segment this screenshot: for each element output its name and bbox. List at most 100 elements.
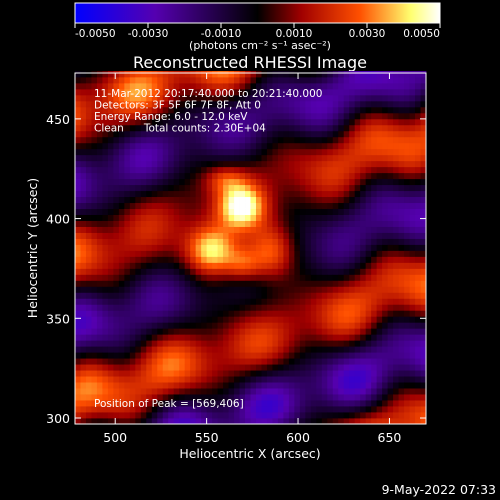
heatmap-cell bbox=[338, 190, 345, 198]
heatmap-cell bbox=[321, 232, 328, 239]
heatmap-cell bbox=[75, 406, 81, 413]
heatmap-cell bbox=[305, 190, 312, 198]
heatmap-cell bbox=[102, 166, 109, 174]
heatmap-cell bbox=[85, 304, 92, 311]
heatmap-cell bbox=[288, 286, 295, 293]
heatmap-cell bbox=[157, 136, 164, 144]
heatmap-cell bbox=[135, 106, 142, 114]
heatmap-cell bbox=[294, 400, 301, 407]
heatmap-cell bbox=[321, 190, 328, 198]
heatmap-cell bbox=[288, 190, 295, 198]
heatmap-cell bbox=[91, 322, 98, 329]
heatmap-cell bbox=[398, 196, 405, 204]
heatmap-cell bbox=[316, 184, 323, 192]
heatmap-cell bbox=[80, 106, 87, 114]
heatmap-cell bbox=[360, 178, 367, 186]
heatmap-cell bbox=[250, 394, 257, 401]
heatmap-cell bbox=[294, 214, 301, 221]
heatmap-cell bbox=[124, 202, 131, 210]
heatmap-cell bbox=[168, 418, 175, 425]
heatmap-cell bbox=[228, 136, 235, 144]
heatmap-cell bbox=[245, 412, 251, 419]
heatmap-cell bbox=[118, 142, 125, 150]
heatmap-cell bbox=[223, 394, 229, 401]
heatmap-cell bbox=[404, 214, 410, 221]
heatmap-cell bbox=[96, 88, 103, 96]
heatmap-cell bbox=[316, 352, 323, 359]
heatmap-cell bbox=[376, 178, 383, 186]
heatmap-cell bbox=[217, 172, 224, 180]
heatmap-cell bbox=[409, 148, 416, 156]
heatmap-cell bbox=[327, 172, 334, 180]
heatmap-cell bbox=[168, 328, 175, 335]
heatmap-cell bbox=[124, 160, 131, 168]
heatmap-cell bbox=[212, 71, 218, 78]
heatmap-cell bbox=[223, 244, 229, 251]
heatmap-cell bbox=[332, 106, 339, 114]
heatmap-cell bbox=[228, 388, 235, 395]
heatmap-cell bbox=[184, 322, 191, 329]
heatmap-cell bbox=[327, 322, 334, 329]
heatmap-cell bbox=[96, 286, 103, 293]
heatmap-cell bbox=[365, 112, 372, 120]
heatmap-cell bbox=[404, 202, 410, 210]
heatmap-cell bbox=[129, 382, 136, 389]
heatmap-cell bbox=[223, 118, 229, 126]
heatmap-cell bbox=[113, 190, 120, 198]
heatmap-cell bbox=[91, 250, 98, 257]
heatmap-cell bbox=[102, 112, 109, 120]
heatmap-cell bbox=[206, 286, 213, 293]
heatmap-cell bbox=[234, 322, 240, 329]
heatmap-cell bbox=[91, 352, 98, 359]
heatmap-cell bbox=[146, 382, 153, 389]
heatmap-cell bbox=[129, 328, 136, 335]
heatmap-cell bbox=[179, 370, 186, 377]
heatmap-cell bbox=[239, 370, 246, 377]
heatmap-cell bbox=[228, 202, 235, 210]
heatmap-cell bbox=[349, 106, 356, 114]
heatmap-cell bbox=[184, 358, 191, 365]
heatmap-cell bbox=[179, 298, 186, 305]
heatmap-cell bbox=[387, 238, 394, 245]
heatmap-cell bbox=[239, 232, 246, 239]
heatmap-cell bbox=[80, 328, 87, 335]
heatmap-cell bbox=[266, 400, 273, 407]
heatmap-cell bbox=[245, 418, 251, 425]
heatmap-cell bbox=[80, 232, 87, 239]
heatmap-cell bbox=[338, 316, 345, 323]
heatmap-cell bbox=[310, 412, 317, 419]
heatmap-cell bbox=[398, 178, 405, 186]
heatmap-cell bbox=[277, 298, 284, 305]
heatmap-cell bbox=[151, 238, 158, 245]
heatmap-cell bbox=[382, 172, 389, 180]
heatmap-cell bbox=[195, 160, 202, 168]
heatmap-cell bbox=[404, 130, 410, 138]
heatmap-cell bbox=[80, 71, 87, 78]
heatmap-cell bbox=[113, 346, 120, 353]
heatmap-cell bbox=[118, 76, 125, 84]
heatmap-cell bbox=[239, 358, 246, 365]
heatmap-cell bbox=[398, 82, 405, 90]
heatmap-cell bbox=[135, 280, 142, 287]
heatmap-cell bbox=[245, 232, 251, 239]
heatmap-cell bbox=[420, 196, 427, 204]
heatmap-cell bbox=[250, 364, 257, 371]
heatmap-cell bbox=[250, 130, 257, 138]
heatmap-cell bbox=[277, 76, 284, 84]
heatmap-cell bbox=[343, 364, 350, 371]
heatmap-cell bbox=[261, 76, 268, 84]
heatmap-cell bbox=[212, 412, 218, 419]
heatmap-cell bbox=[310, 334, 317, 341]
heatmap-cell bbox=[272, 394, 279, 401]
heatmap-cell bbox=[85, 406, 92, 413]
heatmap-cell bbox=[217, 358, 224, 365]
heatmap-cell bbox=[310, 196, 317, 204]
heatmap-cell bbox=[245, 346, 251, 353]
heatmap-cell bbox=[234, 220, 240, 227]
heatmap-cell bbox=[310, 190, 317, 198]
heatmap-cell bbox=[173, 268, 180, 275]
heatmap-cell bbox=[173, 334, 180, 341]
heatmap-cell bbox=[80, 220, 87, 227]
heatmap-cell bbox=[255, 106, 262, 114]
heatmap-cell bbox=[360, 184, 367, 192]
